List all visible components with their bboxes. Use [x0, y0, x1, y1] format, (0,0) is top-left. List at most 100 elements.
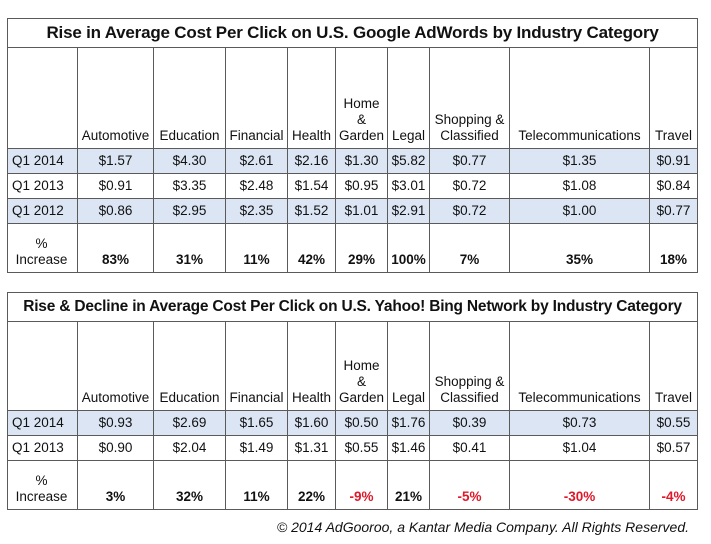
value-cell: $1.60	[287, 410, 336, 436]
percent-increase-row: % Increase 83% 31% 11% 42% 29% 100% 7% 35% 18%	[7, 223, 699, 273]
value-cell: $1.35	[509, 148, 650, 174]
column-header: Home & Garden	[335, 321, 388, 411]
value-cell: $2.95	[153, 198, 226, 224]
value-cell: $0.77	[648, 198, 699, 224]
row-label: Q1 2013	[7, 173, 78, 199]
percent-change-cell: 21%	[387, 460, 430, 510]
table-row: Q1 2012 $0.86 $2.95 $2.35 $1.52 $1.01 $2.91 $0.…	[7, 198, 699, 224]
corner-cell	[7, 47, 78, 149]
value-cell: $0.72	[429, 173, 510, 199]
value-cell: $1.76	[387, 410, 430, 436]
value-cell: $1.04	[509, 435, 650, 461]
table-row: Q1 2013 $0.90 $2.04 $1.49 $1.31 $0.55 $1.46 $0.…	[7, 435, 699, 461]
percent-change-cell: -5%	[429, 460, 510, 510]
percent-change-cell: 22%	[287, 460, 336, 510]
table-row: Q1 2013 $0.91 $3.35 $2.48 $1.54 $0.95 $3.01 $0.…	[7, 173, 699, 199]
percent-change-cell: 7%	[429, 223, 510, 273]
percent-change-cell: 35%	[509, 223, 650, 273]
table-title: Rise in Average Cost Per Click on U.S. G…	[6, 18, 699, 48]
value-cell: $1.52	[287, 198, 336, 224]
value-cell: $1.54	[287, 173, 336, 199]
column-header: Education	[153, 47, 226, 149]
value-cell: $0.39	[429, 410, 510, 436]
column-header: Automotive	[77, 47, 154, 149]
value-cell: $4.30	[153, 148, 226, 174]
percent-change-cell: 100%	[387, 223, 430, 273]
column-header: Travel	[648, 47, 699, 149]
header-row: Automotive Education Financial Health Home &…	[7, 321, 699, 411]
column-header: Telecommunications	[509, 321, 650, 411]
value-cell: $2.04	[153, 435, 226, 461]
corner-cell	[7, 321, 78, 411]
value-cell: $1.30	[335, 148, 388, 174]
percent-change-cell: 83%	[77, 223, 154, 273]
value-cell: $1.00	[509, 198, 650, 224]
column-header: Home & Garden	[335, 47, 388, 149]
percent-change-cell: 11%	[225, 460, 288, 510]
percent-change-cell: 18%	[648, 223, 699, 273]
value-cell: $0.93	[77, 410, 154, 436]
percent-increase-row: % Increase 3% 32% 11% 22% -9% 21% -5% -30% -4%	[7, 460, 699, 510]
value-cell: $0.73	[509, 410, 650, 436]
row-label: Q1 2013	[7, 435, 78, 461]
value-cell: $1.46	[387, 435, 430, 461]
table-row: Q1 2014 $1.57 $4.30 $2.61 $2.16 $1.30 $5.82 $0.…	[7, 148, 699, 174]
percent-change-cell: 42%	[287, 223, 336, 273]
value-cell: $3.35	[153, 173, 226, 199]
table-title: Rise & Decline in Average Cost Per Click…	[6, 292, 699, 322]
value-cell: $0.90	[77, 435, 154, 461]
row-label: % Increase	[7, 460, 78, 510]
value-cell: $0.50	[335, 410, 388, 436]
row-label: Q1 2012	[7, 198, 78, 224]
value-cell: $1.31	[287, 435, 336, 461]
value-cell: $0.91	[77, 173, 154, 199]
value-cell: $0.55	[648, 410, 699, 436]
column-header: Health	[287, 47, 336, 149]
header-row: Automotive Education Financial Health Home &…	[7, 47, 699, 149]
column-header: Legal	[387, 47, 430, 149]
yahoo-bing-cpc-table: Rise & Decline in Average Cost Per Click…	[6, 292, 699, 510]
column-header: Legal	[387, 321, 430, 411]
row-label: Q1 2014	[7, 410, 78, 436]
percent-change-cell: 31%	[153, 223, 226, 273]
value-cell: $2.35	[225, 198, 288, 224]
google-adwords-cpc-table: Rise in Average Cost Per Click on U.S. G…	[6, 18, 699, 273]
percent-change-cell: -4%	[648, 460, 699, 510]
value-cell: $5.82	[387, 148, 430, 174]
value-cell: $0.86	[77, 198, 154, 224]
value-cell: $0.72	[429, 198, 510, 224]
value-cell: $0.91	[648, 148, 699, 174]
value-cell: $2.91	[387, 198, 430, 224]
value-cell: $0.41	[429, 435, 510, 461]
column-header: Shopping & Classified	[429, 47, 510, 149]
percent-change-cell: 29%	[335, 223, 388, 273]
percent-change-cell: -30%	[509, 460, 650, 510]
row-label: Q1 2014	[7, 148, 78, 174]
table-row: Q1 2014 $0.93 $2.69 $1.65 $1.60 $0.50 $1.76 $0.…	[7, 410, 699, 436]
column-header: Telecommunications	[509, 47, 650, 149]
column-header: Health	[287, 321, 336, 411]
copyright-footer: © 2014 AdGooroo, a Kantar Media Company.…	[276, 519, 689, 535]
value-cell: $1.65	[225, 410, 288, 436]
value-cell: $1.01	[335, 198, 388, 224]
column-header: Education	[153, 321, 226, 411]
row-label: % Increase	[7, 223, 78, 273]
column-header: Shopping & Classified	[429, 321, 510, 411]
value-cell: $0.84	[648, 173, 699, 199]
column-header: Financial	[225, 321, 288, 411]
value-cell: $1.57	[77, 148, 154, 174]
value-cell: $1.08	[509, 173, 650, 199]
value-cell: $0.55	[335, 435, 388, 461]
value-cell: $0.95	[335, 173, 388, 199]
column-header: Travel	[648, 321, 699, 411]
percent-change-cell: 11%	[225, 223, 288, 273]
percent-change-cell: 3%	[77, 460, 154, 510]
value-cell: $3.01	[387, 173, 430, 199]
value-cell: $2.48	[225, 173, 288, 199]
value-cell: $2.61	[225, 148, 288, 174]
value-cell: $2.16	[287, 148, 336, 174]
value-cell: $0.57	[648, 435, 699, 461]
column-header: Financial	[225, 47, 288, 149]
column-header: Automotive	[77, 321, 154, 411]
value-cell: $2.69	[153, 410, 226, 436]
